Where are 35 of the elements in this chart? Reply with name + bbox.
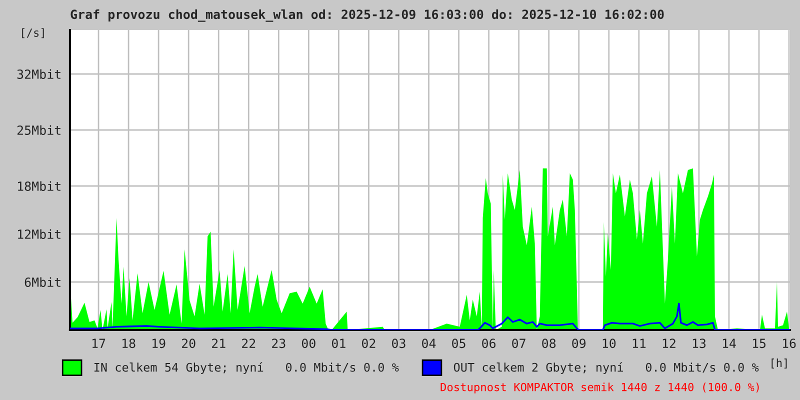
x-tick-label: 18 bbox=[122, 338, 136, 348]
x-tick-label: 06 bbox=[482, 338, 496, 348]
x-tick-label: 16 bbox=[782, 338, 796, 348]
x-tick-label: 23 bbox=[272, 338, 286, 348]
x-tick-label: 13 bbox=[692, 338, 706, 348]
x-tick-label: 17 bbox=[92, 338, 106, 348]
x-tick-label: 12 bbox=[662, 338, 676, 348]
x-tick-label: 09 bbox=[572, 338, 586, 348]
x-tick-label: 14 bbox=[722, 338, 736, 348]
y-tick-label: 25Mbit bbox=[17, 125, 60, 135]
x-tick-label: 10 bbox=[602, 338, 616, 348]
x-tick-label: 07 bbox=[512, 338, 526, 348]
chart-title: Graf provozu chod_matousek_wlan od: 2025-12-09 16:03:00 do: 2025-12-10 16:02:00 bbox=[70, 9, 664, 22]
y-tick-label: 6Mbit bbox=[24, 277, 60, 287]
text: Dostupnost KOMPAKTOR semik 1440 z 1440 (100.0 %) bbox=[440, 382, 759, 394]
x-axis-title: [h] bbox=[772, 358, 787, 368]
x-tick-label: 05 bbox=[452, 338, 466, 348]
legend-label: OUT celkem 2 Gbyte; nyní 0.0 Mbit/s 0.0 % bbox=[454, 362, 759, 374]
x-tick-label: 04 bbox=[422, 338, 436, 348]
y-tick-label: 32Mbit bbox=[17, 69, 60, 79]
legend-label: IN celkem 54 Gbyte; nyní 0.0 Mbit/s 0.0 % bbox=[94, 362, 399, 374]
y-tick-label: 18Mbit bbox=[18, 181, 60, 191]
y-axis-title: [/s] bbox=[22, 28, 44, 38]
x-tick-label: 19 bbox=[152, 338, 166, 348]
x-tick-label: 02 bbox=[362, 338, 376, 348]
x-tick-label: 20 bbox=[182, 338, 196, 348]
x-tick-label: 22 bbox=[242, 338, 256, 348]
x-tick-label: 00 bbox=[302, 338, 316, 348]
x-tick-label: 01 bbox=[332, 338, 346, 348]
x-tick-label: 03 bbox=[392, 338, 406, 348]
x-tick-label: 21 bbox=[212, 338, 226, 348]
x-tick-label: 11 bbox=[632, 338, 646, 348]
x-tick-label: 15 bbox=[752, 338, 766, 348]
x-tick-label: 08 bbox=[542, 338, 556, 348]
y-tick-label: 12Mbit bbox=[18, 229, 60, 239]
